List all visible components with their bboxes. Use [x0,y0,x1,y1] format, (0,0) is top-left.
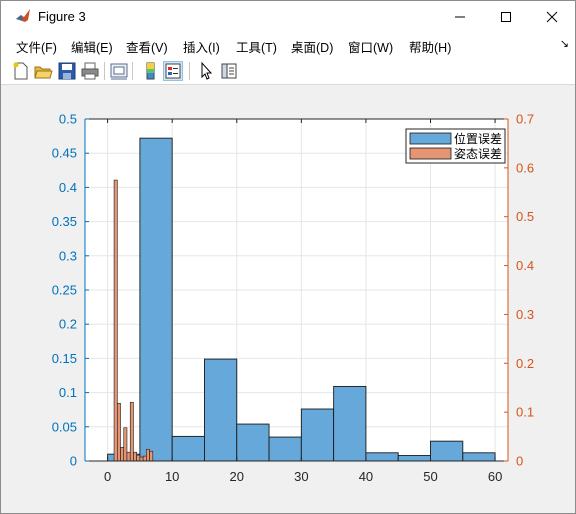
attitude-error-bar [129,402,134,462]
maximize-button[interactable] [483,1,529,32]
minimize-button[interactable] [437,1,483,32]
attitude-error-bar [136,454,141,462]
axes: 0 10 20 30 40 50 60 0 0.05 0.1 0.15 0.2 0.25 0.3 0.35 0… [52,112,534,485]
attitude-error-bar [139,456,144,462]
link-plot-button[interactable] [109,61,129,81]
position-error-bar [333,385,367,462]
x-tick-label: 30 [294,469,308,484]
right-y-tick-label: 0.2 [516,356,534,371]
right-y-tick-label: 0.7 [516,112,534,127]
left-y-tick-label: 0.05 [52,419,77,434]
colorbar-icon [146,62,155,80]
left-y-tick-label: 0.5 [59,112,77,127]
menu-view[interactable]: 查看(V) [126,41,168,55]
save-icon [58,62,76,80]
position-error-bar [204,358,238,462]
right-y-tick-label: 0.3 [516,307,534,322]
legend-label: 姿态误差 [454,147,502,161]
left-y-tick-label: 0.4 [59,180,77,195]
x-tick-label: 50 [423,469,437,484]
position-error-bar [397,455,431,462]
right-y-tick-label: 0.4 [516,258,534,273]
figure-canvas[interactable]: 0 10 20 30 40 50 60 0 0.05 0.1 0.15 0.2 0.25 0.3 0.35 0… [9,85,573,505]
link-plot-icon [110,63,128,80]
left-y-tick-label: 0.15 [52,351,77,366]
left-y-tick-label: 0.25 [52,283,77,298]
print-button[interactable] [80,61,100,81]
menu-tools[interactable]: 工具(T) [236,41,277,55]
save-button[interactable] [57,61,77,81]
legend-button[interactable] [163,61,183,81]
menu-edit[interactable]: 编辑(E) [71,41,113,55]
window-title: Figure 3 [38,9,86,24]
position-error-bar [268,436,302,462]
attitude-error-bar [113,179,118,462]
attitude-error-bar [149,450,154,462]
legend-label: 位置误差 [454,131,502,146]
new-figure-button[interactable] [11,61,31,81]
pointer-icon [201,61,213,80]
right-y-tick-label: 0.1 [516,405,534,420]
position-error-bar [236,423,270,462]
property-inspector-button[interactable] [219,61,239,81]
menu-desktop[interactable]: 桌面(D) [291,41,334,55]
legend-swatch [409,147,452,160]
attitude-error-bar [116,403,121,462]
x-tick-label: 10 [165,469,179,484]
left-y-tick-label: 0.3 [59,248,77,263]
right-y-tick-label: 0.5 [516,209,534,224]
menu-bar: 文件(F) 编辑(E) 查看(V) 插入(I) 工具(T) 桌面(D) 窗口(W… [1,32,575,58]
menu-insert[interactable]: 插入(I) [183,41,220,55]
toolbar-separator [104,62,105,80]
minimize-icon [455,16,465,18]
title-bar[interactable]: Figure 3 [1,1,575,32]
toolbar-separator [132,62,133,80]
x-tick-label: 40 [359,469,373,484]
toolbar [1,58,575,85]
attitude-error-bar [123,427,128,462]
maximize-icon [501,12,511,22]
menu-file[interactable]: 文件(F) [16,41,57,55]
right-y-tick-label: 0.6 [516,160,534,175]
attitude-error-bar [142,455,147,462]
menu-window[interactable]: 窗口(W) [348,41,394,55]
pointer-button[interactable] [196,61,216,81]
print-icon [81,62,99,80]
new-figure-icon [13,62,28,80]
left-y-tick-label: 0.1 [59,385,77,400]
colorbar-button[interactable] [141,61,161,81]
menu-help[interactable]: 帮助(H) [409,41,452,55]
position-error-bar [300,408,335,462]
left-y-tick-label: 0.35 [52,214,77,229]
toolbar-separator [189,62,190,80]
open-file-button[interactable] [33,61,53,81]
position-error-bar [171,435,205,462]
property-inspector-icon [221,63,237,79]
left-y-tick-label: 0.2 [59,317,77,332]
x-tick-label: 20 [230,469,244,484]
left-y-tick-label: 0.45 [52,146,77,161]
close-button[interactable] [529,1,575,32]
x-tick-label: 60 [488,469,502,484]
matlab-logo-icon [15,8,31,24]
open-file-icon [34,66,53,79]
attitude-error-bar [133,451,137,462]
position-error-bar [462,452,496,462]
right-y-tick-label: 0 [516,454,523,469]
legend-swatch [409,132,452,145]
position-error-bar [365,452,399,462]
legend-icon [165,63,181,79]
histogram-chart[interactable]: 0 10 20 30 40 50 60 0 0.05 0.1 0.15 0.2 0.25 0.3 0.35 0… [9,85,573,505]
menubar-overflow-icon[interactable]: ↘ [559,38,569,50]
attitude-error-bar [120,447,125,462]
left-y-tick-label: 0 [70,454,77,469]
attitude-error-bar [126,451,131,462]
attitude-error-bar [146,448,150,462]
position-error-bar [139,137,173,462]
x-tick-label: 0 [104,469,111,484]
close-icon [546,11,558,23]
position-error-bar [430,440,464,462]
